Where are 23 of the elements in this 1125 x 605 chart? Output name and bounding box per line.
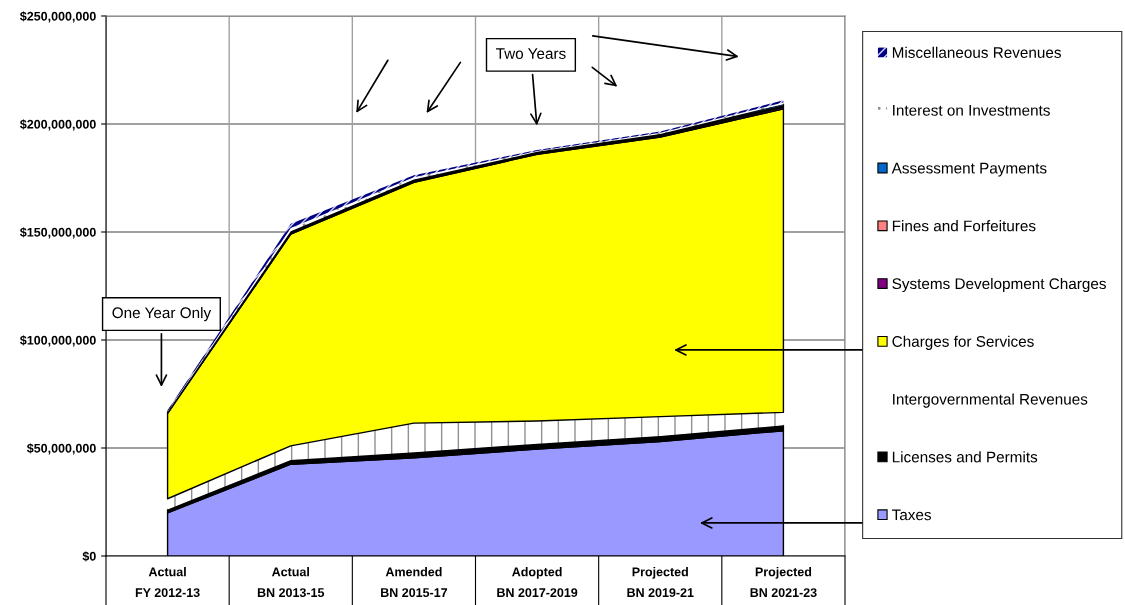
- text: Intergovernmental Revenues: [893, 393, 1088, 408]
- legend-label: Systems Development Charges: [892, 277, 1106, 293]
- legend-label: Miscellaneous Revenues: [892, 46, 1061, 58]
- x-tick-label: Amended BN 2015-17: [381, 567, 448, 597]
- y-tick-label: $0: [82, 551, 96, 562]
- y-tick-label: $250,000,000: [19, 11, 96, 23]
- annotation: Two Years: [496, 48, 566, 59]
- legend-label: Charges for Services: [892, 335, 1034, 350]
- y-tick-label: $100,000,000: [19, 335, 96, 347]
- x-tick-label: Projected BN 2021-23: [750, 567, 817, 598]
- legend-label: Taxes: [892, 509, 932, 521]
- y-tick-label: $50,000,000: [26, 443, 96, 455]
- legend-label: Assessment Payments: [891, 162, 1047, 177]
- x-tick-label: Actual FY 2012-13: [135, 567, 200, 598]
- legend-label: Fines and Forfeitures: [892, 220, 1036, 232]
- y-tick-label: $200,000,000: [19, 119, 96, 131]
- y-tick-label: $150,000,000: [19, 227, 96, 239]
- x-tick-label: Actual BN 2013-15: [257, 567, 325, 598]
- x-tick-label: Projected BN 2019-21: [627, 567, 694, 597]
- x-tick-label: Adopted BN 2017-2019: [497, 567, 578, 597]
- legend-label: Licenses and Permits: [892, 451, 1038, 463]
- annotation: One Year Only: [112, 306, 212, 322]
- legend-label: Interest on Investments: [893, 105, 1050, 116]
